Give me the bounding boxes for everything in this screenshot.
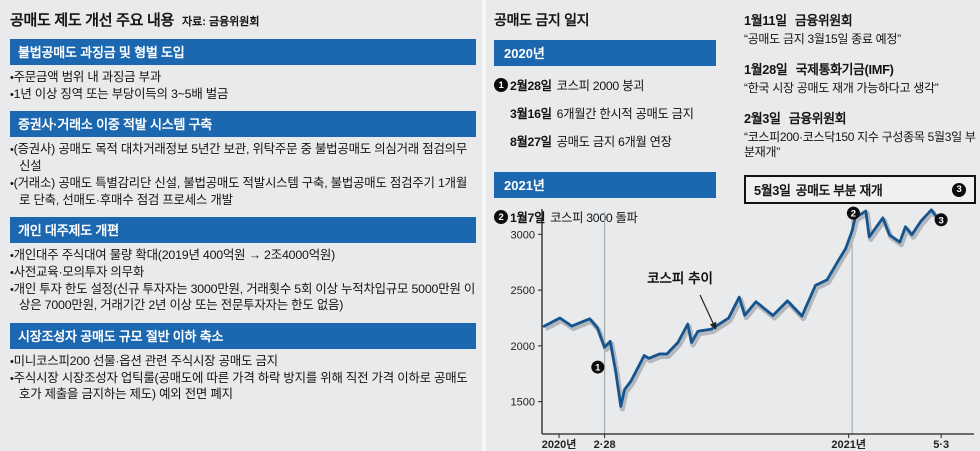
timeline-panel: 공매도 금지 일지 2020년 1 2월28일 코스피 2000 붕괴 3월16…: [494, 10, 722, 226]
year-bar-2021: 2021년: [494, 172, 716, 198]
panel-divider: [482, 0, 486, 451]
badge-3-icon: 3: [952, 182, 966, 197]
svg-text:코스피 추이: 코스피 추이: [647, 270, 713, 286]
note-head: 2월3일 금융위원회: [744, 108, 976, 127]
notes-column: 1월11일 금융위원회 “공매도 금지 3월15일 종료 예정” 1월28일 국…: [744, 10, 976, 205]
timeline-event: 2 1월7일 코스피 3000 돌파: [494, 208, 722, 226]
kospi-chart: 1500 2000 2500 3000 2020년 2·28 2021년 5·3 코스피 추이 1…: [492, 206, 978, 451]
event-date: 3월16일: [510, 107, 552, 121]
section-header: 시장조성자 공매도 규모 절반 이하 축소: [10, 322, 476, 349]
section-detection-system: 증권사·거래소 이중 적발 시스템 구축 (증권사) 공매도 목적 대차거래정보…: [10, 111, 476, 208]
reopen-date: 5월3일: [754, 183, 791, 199]
svg-text:5·3: 5·3: [933, 439, 949, 449]
section-items: (증권사) 공매도 목적 대차거래정보 5년간 보관, 위탁주문 중 불법공매도…: [10, 141, 476, 208]
section-illegal-shortselling-penalty: 불법공매도 과징금 및 형벌 도입 주문금액 범위 내 과징금 부과 1년 이상…: [10, 39, 476, 102]
section-market-maker-reduction: 시장조성자 공매도 규모 절반 이하 축소 미니코스피200 선물·옵션 관련 …: [10, 322, 476, 403]
note-head: 1월28일 국제통화기금(IMF): [744, 59, 976, 78]
policy-item: 사전교육·모의투자 의무화: [10, 264, 476, 281]
event-date: 2월28일: [510, 79, 552, 93]
reopen-box: 5월3일 공매도 부분 재개 3: [744, 175, 976, 205]
note-date: 1월28일: [744, 61, 788, 77]
section-retail-lending-reform: 개인 대주제도 개편 개인대주 주식대여 물량 확대(2019년 400억원 →…: [10, 217, 476, 314]
svg-text:2021년: 2021년: [831, 437, 866, 449]
policy-item: 미니코스피200 선물·옵션 관련 주식시장 공매도 금지: [10, 353, 476, 370]
note-fsc-feb3: 2월3일 금융위원회 “코스피200·코스닥150 지수 구성종목 5월3일 부…: [744, 108, 976, 162]
timeline-event: 3월16일 6개월간 한시적 공매도 금지: [494, 104, 722, 122]
section-items: 주문금액 범위 내 과징금 부과 1년 이상 징역 또는 부당이득의 3~5배 …: [10, 69, 476, 102]
note-quote: “한국 시장 공매도 재개 가능하다고 생각”: [744, 80, 939, 95]
page-title: 공매도 제도 개선 주요 내용: [10, 12, 174, 29]
section-items: 미니코스피200 선물·옵션 관련 주식시장 공매도 금지 주식시장 시장조성자…: [10, 353, 476, 403]
svg-text:2: 2: [851, 209, 856, 220]
svg-text:2000: 2000: [511, 341, 535, 353]
section-items: 개인대주 주식대여 물량 확대(2019년 400억원 → 2조4000억원) …: [10, 247, 476, 314]
svg-text:2·28: 2·28: [594, 439, 616, 449]
svg-text:2020년: 2020년: [542, 437, 577, 449]
event-text: 코스피 2000 붕괴: [556, 79, 645, 93]
svg-text:1: 1: [595, 363, 601, 374]
reopen-text: 공매도 부분 재개: [795, 183, 883, 199]
note-date: 2월3일: [744, 110, 781, 126]
svg-text:2500: 2500: [511, 285, 535, 297]
policy-item: (증권사) 공매도 목적 대차거래정보 5년간 보관, 위탁주문 중 불법공매도…: [10, 141, 476, 174]
timeline-event: 1 2월28일 코스피 2000 붕괴: [494, 76, 722, 94]
badge-1-icon: 1: [494, 78, 508, 92]
section-header: 증권사·거래소 이중 적발 시스템 구축: [10, 111, 476, 138]
section-header: 개인 대주제도 개편: [10, 217, 476, 244]
policy-item: 개인 투자 한도 설정(신규 투자자는 3000만원, 거래횟수 5회 이상 누…: [10, 281, 476, 314]
timeline-title: 공매도 금지 일지: [494, 12, 590, 28]
policy-item: 1년 이상 징역 또는 부당이득의 3~5배 벌금: [10, 86, 476, 103]
timeline-event: 8월27일 공매도 금지 6개월 연장: [494, 132, 722, 150]
policy-item: (거래소) 공매도 특별감리단 신설, 불법공매도 적발시스템 구축, 불법공매…: [10, 175, 476, 208]
svg-text:1500: 1500: [511, 397, 535, 409]
event-text: 6개월간 한시적 공매도 금지: [556, 107, 694, 121]
event-text: 코스피 3000 돌파: [550, 211, 638, 225]
title-row: 공매도 제도 개선 주요 내용 자료: 금융위원회: [10, 9, 476, 30]
event-date: 8월27일: [510, 135, 552, 149]
note-imf-jan28: 1월28일 국제통화기금(IMF) “한국 시장 공매도 재개 가능하다고 생각…: [744, 59, 976, 97]
event-text: 공매도 금지 6개월 연장: [556, 135, 672, 149]
policy-panel: 공매도 제도 개선 주요 내용 자료: 금융위원회 불법공매도 과징금 및 형벌…: [10, 9, 476, 403]
event-date: 1월7일: [510, 211, 546, 225]
section-header: 불법공매도 과징금 및 형벌 도입: [10, 39, 476, 65]
kospi-chart-svg: 1500 2000 2500 3000 2020년 2·28 2021년 5·3 코스피 추이 1…: [511, 206, 974, 451]
policy-item: 주식시장 시장조성자 업틱룰(공매도에 따른 가격 하락 방지를 위해 직전 가…: [10, 370, 476, 403]
note-quote: “공매도 금지 3월15일 종료 예정”: [744, 32, 901, 46]
source-label: 자료: 금융위원회: [181, 16, 260, 28]
note-fsc-jan11: 1월11일 금융위원회 “공매도 금지 3월15일 종료 예정”: [744, 10, 976, 48]
svg-text:3: 3: [939, 215, 944, 226]
policy-item: 개인대주 주식대여 물량 확대(2019년 400억원 → 2조4000억원): [10, 247, 476, 264]
note-org: 금융위원회: [788, 110, 847, 126]
note-date: 1월11일: [744, 13, 787, 28]
note-org: 국제통화기금(IMF): [795, 61, 894, 77]
note-head: 1월11일 금융위원회: [744, 10, 976, 29]
note-quote: “코스피200·코스닥150 지수 구성종목 5월3일 부분재개”: [744, 129, 976, 160]
year-bar-2020: 2020년: [494, 40, 716, 66]
badge-2-icon: 2: [494, 210, 508, 224]
svg-text:3000: 3000: [511, 229, 535, 241]
note-org: 금융위원회: [794, 13, 853, 28]
policy-item: 주문금액 범위 내 과징금 부과: [10, 69, 476, 86]
